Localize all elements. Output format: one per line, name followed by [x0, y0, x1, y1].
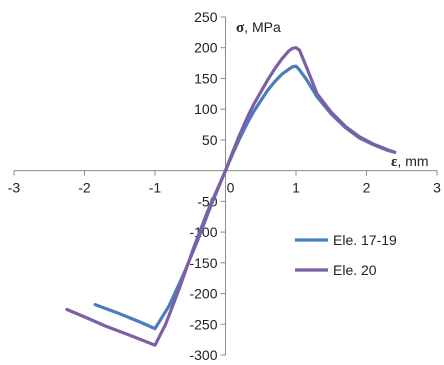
y-axis-label: σ, MPa	[236, 19, 281, 36]
y-tick-label--150: -150	[189, 255, 217, 271]
x-axis-label-symbol: ε	[391, 154, 398, 170]
x-tick-label--1: -1	[149, 180, 162, 196]
legend-label-ele-20: Ele. 20	[333, 262, 377, 278]
x-tick-label-1: 1	[292, 180, 300, 196]
y-tick-label-100: 100	[194, 101, 218, 117]
y-axis-label-symbol: σ	[236, 20, 245, 36]
x-tick-label--2: -2	[78, 180, 91, 196]
y-tick-label-250: 250	[194, 9, 218, 25]
y-tick-label-150: 150	[194, 70, 218, 86]
series-line-1	[65, 46, 397, 347]
tick-labels: -3 -2 -1 0 1 2 3-300-250-200-150-100-505010015…	[8, 9, 441, 363]
y-tick-label-200: 200	[194, 40, 218, 56]
y-tick-label--250: -250	[189, 316, 217, 332]
x-tick-label-3: 3	[433, 180, 441, 196]
series-line-0	[93, 64, 397, 331]
y-tick-label-50: 50	[202, 132, 218, 148]
x-tick-label-0: 0	[227, 180, 235, 196]
x-axis-label-unit: , mm	[397, 153, 428, 169]
y-axis-label-unit: , MPa	[244, 19, 281, 35]
legend-label-ele-17-19: Ele. 17-19	[333, 232, 397, 248]
legend: Ele. 17-19 Ele. 20	[295, 232, 397, 278]
y-tick-label--200: -200	[189, 286, 217, 302]
series-lines	[65, 46, 397, 347]
x-axis-label: ε, mm	[391, 153, 429, 170]
x-tick-label-2: 2	[363, 180, 371, 196]
y-tick-label--300: -300	[189, 347, 217, 363]
x-tick-label--3: -3	[8, 180, 21, 196]
